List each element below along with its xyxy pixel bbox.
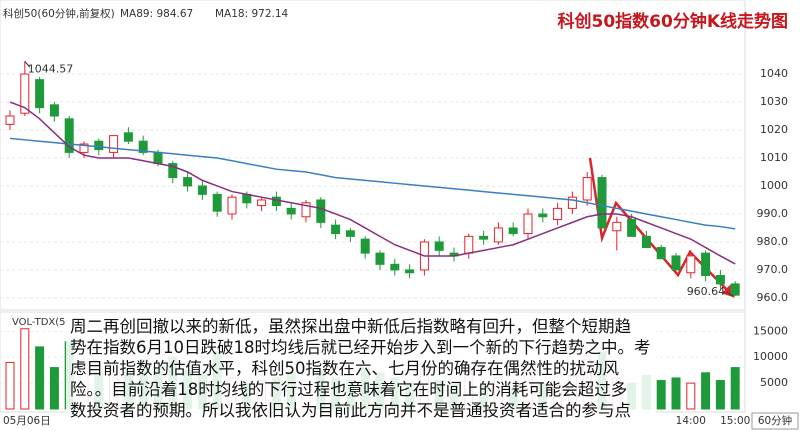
price-panel <box>0 0 746 311</box>
candle-body <box>671 255 681 271</box>
legend-ma18: MA18: 972.14 <box>215 8 289 20</box>
candle-body <box>123 132 133 142</box>
candle-body <box>168 163 178 179</box>
candle-body <box>434 241 444 251</box>
commentary-box: 周二再创回撤以来的新低，虽然探出盘中新低后指数略有回升，但整个短期趋势在指数6月… <box>66 316 656 425</box>
candle-body <box>493 227 503 243</box>
volume-tick-label: 15000 <box>753 324 788 337</box>
y-tick-label: 960.0 <box>757 291 789 304</box>
chart-title: 科创50指数60分钟K线走势图 <box>558 11 789 32</box>
annotation: 960.64 <box>687 285 726 298</box>
candle-body <box>20 73 30 114</box>
period-label: 60分钟 <box>758 414 792 427</box>
candle-body <box>286 207 296 215</box>
period-box <box>751 412 799 430</box>
ma-line <box>9 101 736 265</box>
volume-bar <box>686 382 696 410</box>
commentary-line: 势在指数6月10日跌破18时均线后就已经开始步入到一个新的下行趋势之中。考 <box>70 338 651 357</box>
volume-bar <box>49 367 59 410</box>
commentary-line: 周二再创回撤以来的新低，虽然探出盘中新低后指数略有回升，但整个短期趋 <box>70 317 631 336</box>
candle-body <box>701 252 711 277</box>
commentary-line: 险。。目前沿着18时均线的下行过程也意味着它在时间上的消耗可能会超过多 <box>70 380 628 399</box>
candle-body <box>686 255 696 274</box>
candle-body <box>345 230 355 237</box>
candle-body <box>257 199 267 207</box>
y-tick-label: 980.0 <box>757 235 789 248</box>
commentary-line: 数投资者的预期。所以我依旧认为目前此方向并不是普通投资者适合的参与点 <box>70 401 631 420</box>
candle-body <box>227 196 237 215</box>
volume-tick-label: 10000 <box>753 350 788 363</box>
x-tick-label: 14:00 <box>676 415 706 427</box>
candle-body <box>479 235 489 240</box>
annotation-leader <box>726 291 734 297</box>
candle-body <box>567 196 577 209</box>
candle-body <box>715 275 725 285</box>
volume-label: VOL-TDX(5 <box>12 317 66 328</box>
candle-body <box>212 193 222 212</box>
volume-bar <box>715 380 725 410</box>
volume-bar <box>730 367 740 410</box>
candle-body <box>109 135 119 153</box>
y-tick-label: 970.0 <box>757 263 789 276</box>
candle-body <box>197 185 207 195</box>
candle-body <box>538 213 548 218</box>
legend-ma89: MA89: 984.67 <box>120 8 193 20</box>
annotation-leader <box>24 60 31 68</box>
candle-body <box>35 79 45 109</box>
volume-bar <box>656 380 666 410</box>
candle-body <box>656 247 666 260</box>
trend-arrows <box>588 157 735 298</box>
candle-body <box>612 221 622 232</box>
candle-body <box>730 283 740 296</box>
candle-body <box>79 143 89 153</box>
candle-body <box>405 269 415 274</box>
candle-body <box>271 196 281 207</box>
y-tick-label: 990.0 <box>757 207 789 220</box>
candle-body <box>49 104 59 117</box>
candle-body <box>553 207 563 221</box>
commentary-line: 虑目前指数的估值水平，科创50指数在六、七月份的确存在偶然性的扰动风 <box>70 359 619 378</box>
candle-body <box>301 202 311 218</box>
candle-body <box>183 177 193 187</box>
x-tick-label: 05月06日 <box>3 415 51 427</box>
candle-body <box>597 177 607 229</box>
candle-body <box>464 235 474 254</box>
candle-body <box>523 213 533 235</box>
y-tick-label: 1020 <box>760 123 788 136</box>
y-tick-label: 1010 <box>760 151 788 164</box>
annotation: 1044.57 <box>28 62 74 75</box>
y-tick-label: 1030 <box>760 95 788 108</box>
candle-body <box>582 177 592 201</box>
candle-body <box>627 219 637 237</box>
candle-body <box>390 263 400 271</box>
volume-bar <box>35 346 45 410</box>
volume-bar <box>671 377 681 410</box>
ma-line <box>9 137 736 230</box>
chart-subtitle: 科创50(60分钟,前复权) <box>3 7 115 20</box>
x-tick-label: 15:00 <box>720 415 750 427</box>
candle-body <box>360 238 370 254</box>
candle-body <box>5 115 15 125</box>
y-tick-label: 1040 <box>760 67 788 80</box>
y-tick-label: 1000 <box>760 179 788 192</box>
candle-body <box>64 118 74 153</box>
volume-bar <box>701 372 711 410</box>
volume-tick-label: 5000 <box>760 376 788 389</box>
candle-body <box>316 199 326 223</box>
volume-bar <box>20 328 30 410</box>
candle-body <box>153 151 163 165</box>
candle-body <box>331 224 341 235</box>
volume-bar <box>5 361 15 410</box>
candle-body <box>138 140 148 153</box>
candle-body <box>375 252 385 265</box>
candle-body <box>508 227 518 235</box>
candle-body <box>641 235 651 249</box>
candle-body <box>94 140 104 151</box>
